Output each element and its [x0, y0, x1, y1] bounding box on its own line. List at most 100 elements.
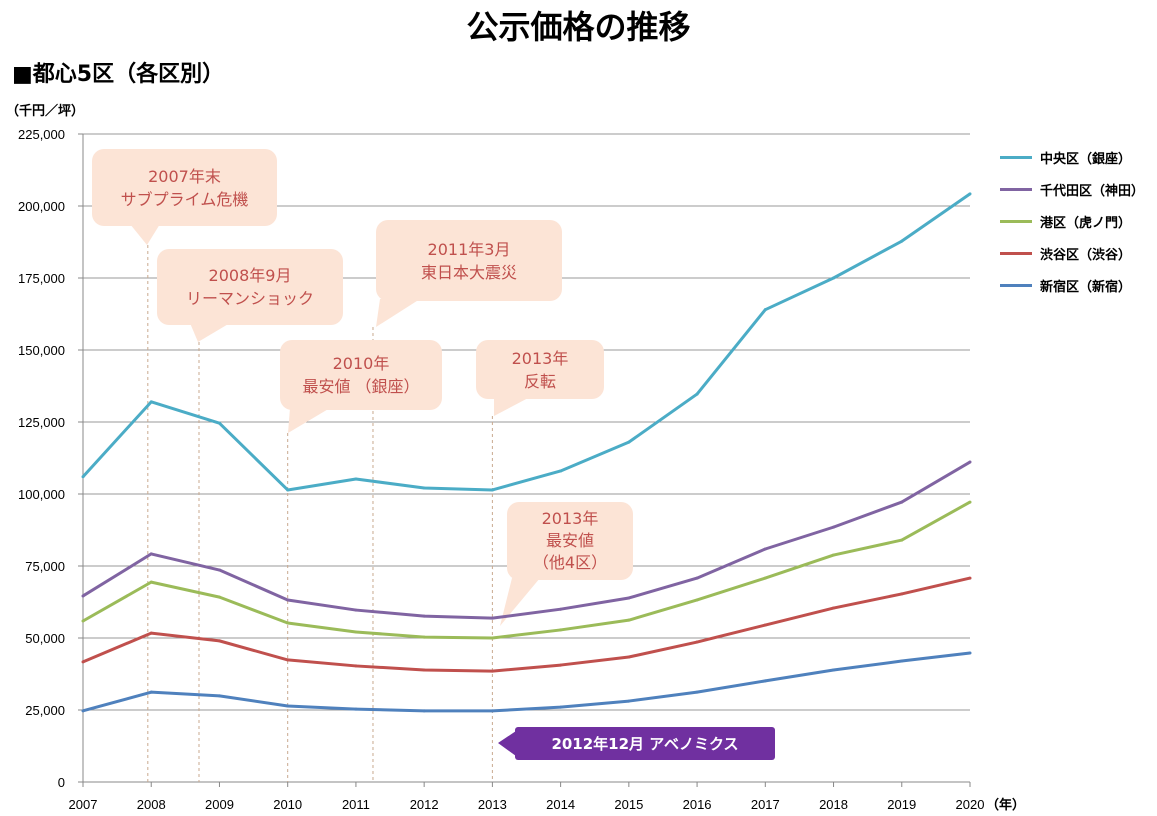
data-point: [695, 598, 699, 602]
data-point: [559, 705, 563, 709]
data-point: [490, 709, 494, 713]
callout-tail: [494, 397, 530, 416]
callout-line: 最安値 （銀座）: [302, 377, 420, 396]
callout-tail: [130, 224, 160, 245]
data-point: [832, 668, 836, 672]
x-tick-label: 2007: [69, 797, 98, 812]
data-point: [968, 460, 972, 464]
x-tick-label: 2010: [273, 797, 302, 812]
legend-item: 中央区（銀座）: [1000, 141, 1144, 173]
callout-subprime: 2007年末 サブプライム危機: [92, 149, 277, 226]
data-point: [354, 630, 358, 634]
callout-2013-low: 2013年 最安値 （他4区）: [507, 502, 633, 580]
data-point: [217, 694, 221, 698]
callout-2013-reversal: 2013年 反転: [476, 340, 604, 399]
callout-line: リーマンショック: [185, 289, 314, 308]
data-point: [695, 690, 699, 694]
callout-tail: [376, 299, 420, 327]
x-tick-label: 2018: [819, 797, 848, 812]
y-axis-label: （千円／坪）: [6, 104, 85, 119]
legend-label: 中央区（銀座）: [1040, 151, 1132, 167]
series-line: [82, 651, 971, 713]
data-point: [763, 308, 767, 312]
data-point: [968, 576, 972, 580]
data-point: [81, 619, 85, 623]
x-tick-label: 2012: [410, 797, 439, 812]
data-point: [490, 669, 494, 673]
data-point: [968, 500, 972, 504]
callout-lehman: 2008年9月 リーマンショック: [157, 249, 343, 325]
data-point: [763, 623, 767, 627]
y-tick-label: 175,000: [18, 271, 65, 286]
y-tick-label: 125,000: [18, 415, 65, 430]
callout-line: サブプライム危機: [120, 189, 249, 209]
y-tick-label: 225,000: [18, 127, 65, 142]
callout-tail: [288, 408, 330, 433]
data-point: [559, 663, 563, 667]
data-point: [968, 192, 972, 196]
data-point: [490, 636, 494, 640]
data-point: [149, 400, 153, 404]
x-tick-label: 2015: [614, 797, 643, 812]
data-point: [422, 635, 426, 639]
callout-2010-low: 2010年 最安値 （銀座）: [280, 340, 442, 410]
x-axis-label: （年）: [986, 797, 1025, 813]
legend-label: 新宿区（新宿）: [1040, 279, 1132, 295]
legend-item: 港区（虎ノ門）: [1000, 205, 1144, 237]
data-point: [763, 679, 767, 683]
data-point: [627, 655, 631, 659]
data-point: [81, 660, 85, 664]
series-line: [82, 460, 971, 620]
data-point: [490, 488, 494, 492]
data-point: [832, 276, 836, 280]
data-point: [354, 664, 358, 668]
x-tick-label: 2013: [478, 797, 507, 812]
data-point: [900, 500, 904, 504]
series-line: [82, 500, 971, 640]
data-point: [286, 621, 290, 625]
data-point: [422, 668, 426, 672]
callout-line: 反転: [523, 371, 556, 391]
data-point: [695, 640, 699, 644]
data-point: [900, 538, 904, 542]
x-tick-label: 2009: [205, 797, 234, 812]
series-line: [82, 576, 971, 673]
data-point: [422, 709, 426, 713]
callout-line: （他4区）: [532, 553, 608, 572]
callout-line: 2008年9月: [208, 266, 292, 285]
legend-swatch: [1000, 219, 1032, 223]
data-point: [900, 659, 904, 663]
data-point: [149, 631, 153, 635]
legend-label: 千代田区（神田）: [1040, 183, 1145, 199]
x-tick-label: 2019: [887, 797, 916, 812]
data-point: [490, 616, 494, 620]
y-tick-label: 75,000: [25, 559, 65, 574]
data-point: [763, 576, 767, 580]
data-point: [286, 488, 290, 492]
legend: 中央区（銀座） 千代田区（神田） 港区（虎ノ門） 渋谷区（渋谷） 新宿区（新宿）: [1000, 141, 1144, 301]
callout-tail: [500, 578, 540, 626]
y-tick-label: 150,000: [18, 343, 65, 358]
x-tick-label: 2008: [137, 797, 166, 812]
data-point: [149, 552, 153, 556]
data-point: [286, 658, 290, 662]
callout-line: 東日本大震災: [420, 262, 517, 282]
legend-label: 港区（虎ノ門）: [1040, 215, 1132, 231]
data-point: [763, 547, 767, 551]
data-point: [559, 628, 563, 632]
data-point: [559, 469, 563, 473]
data-point: [968, 651, 972, 655]
y-tick-label: 100,000: [18, 487, 65, 502]
data-point: [832, 606, 836, 610]
callout-line: 2011年3月: [427, 239, 511, 259]
series-line: [81, 192, 971, 492]
y-tick-label: 25,000: [25, 703, 65, 718]
callout-tail: [190, 323, 230, 342]
y-tick-label: 50,000: [25, 631, 65, 646]
callout-earthquake: 2011年3月 東日本大震災: [376, 220, 562, 301]
x-tick-label: 2011: [342, 797, 370, 812]
legend-item: 渋谷区（渋谷）: [1000, 237, 1144, 269]
data-point: [149, 690, 153, 694]
